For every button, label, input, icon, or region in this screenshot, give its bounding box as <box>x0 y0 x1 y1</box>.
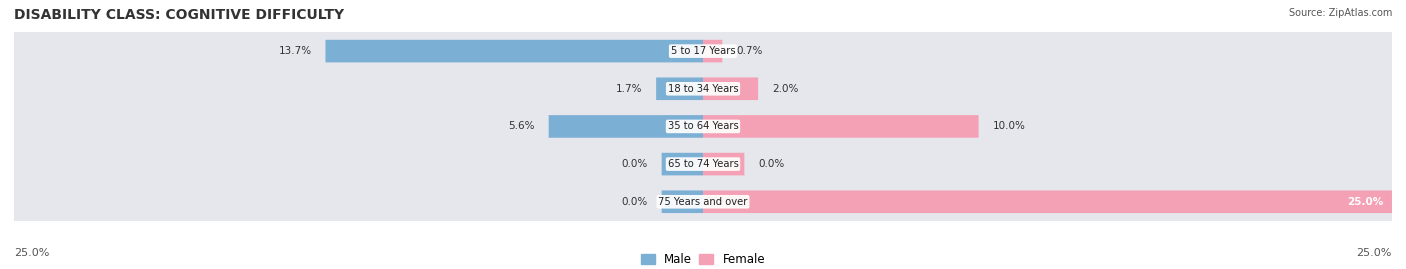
Text: 5 to 17 Years: 5 to 17 Years <box>671 46 735 56</box>
FancyBboxPatch shape <box>657 77 703 100</box>
Text: 0.0%: 0.0% <box>621 159 648 169</box>
Text: 10.0%: 10.0% <box>993 121 1025 132</box>
Text: 25.0%: 25.0% <box>1347 197 1384 207</box>
Text: 1.7%: 1.7% <box>616 84 643 94</box>
FancyBboxPatch shape <box>8 24 1398 78</box>
FancyBboxPatch shape <box>703 153 744 175</box>
FancyBboxPatch shape <box>703 190 1392 213</box>
FancyBboxPatch shape <box>703 77 758 100</box>
Text: 35 to 64 Years: 35 to 64 Years <box>668 121 738 132</box>
FancyBboxPatch shape <box>8 137 1398 191</box>
FancyBboxPatch shape <box>8 100 1398 153</box>
FancyBboxPatch shape <box>703 115 979 138</box>
Text: 2.0%: 2.0% <box>772 84 799 94</box>
Text: 25.0%: 25.0% <box>1357 248 1392 258</box>
Text: 0.7%: 0.7% <box>737 46 762 56</box>
Text: 65 to 74 Years: 65 to 74 Years <box>668 159 738 169</box>
Text: 0.0%: 0.0% <box>621 197 648 207</box>
Text: DISABILITY CLASS: COGNITIVE DIFFICULTY: DISABILITY CLASS: COGNITIVE DIFFICULTY <box>14 8 344 22</box>
Text: 13.7%: 13.7% <box>278 46 312 56</box>
FancyBboxPatch shape <box>8 175 1398 228</box>
FancyBboxPatch shape <box>662 190 703 213</box>
FancyBboxPatch shape <box>325 40 703 62</box>
Text: Source: ZipAtlas.com: Source: ZipAtlas.com <box>1288 8 1392 18</box>
FancyBboxPatch shape <box>8 62 1398 115</box>
FancyBboxPatch shape <box>703 40 723 62</box>
Text: 75 Years and over: 75 Years and over <box>658 197 748 207</box>
Legend: Male, Female: Male, Female <box>636 249 770 269</box>
FancyBboxPatch shape <box>662 153 703 175</box>
Text: 18 to 34 Years: 18 to 34 Years <box>668 84 738 94</box>
Text: 25.0%: 25.0% <box>14 248 49 258</box>
Text: 5.6%: 5.6% <box>509 121 534 132</box>
Text: 0.0%: 0.0% <box>758 159 785 169</box>
FancyBboxPatch shape <box>548 115 703 138</box>
